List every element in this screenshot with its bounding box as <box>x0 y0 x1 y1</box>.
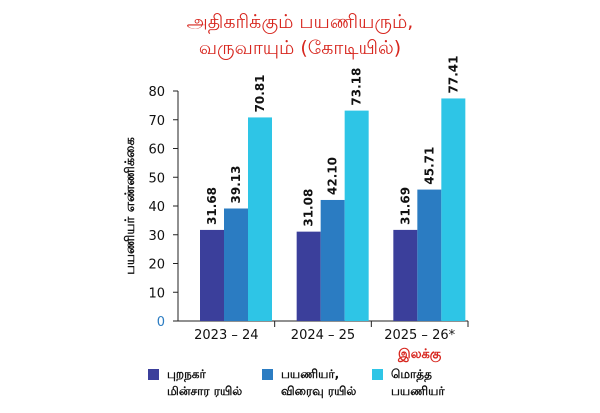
y-tick-label: 0 <box>157 315 165 330</box>
bar <box>224 208 248 321</box>
bar <box>344 110 369 321</box>
bar <box>200 229 224 321</box>
data-label: 39.13 <box>229 166 243 204</box>
y-tick-label: 10 <box>148 286 165 301</box>
data-label: 31.68 <box>205 187 219 225</box>
data-label: 45.71 <box>422 147 436 185</box>
legend-label-express-line-1: பயணியர், <box>281 367 340 381</box>
chart-title-line-1: அதிகரிக்கும் பயணியரும், <box>186 11 414 33</box>
legend-label-total-line-1: மொத்த <box>391 367 432 381</box>
y-tick-label: 20 <box>148 258 165 273</box>
data-label: 70.81 <box>253 74 267 112</box>
y-tick-label: 70 <box>148 114 165 129</box>
data-label: 31.69 <box>398 187 412 225</box>
y-tick-label: 40 <box>148 200 165 215</box>
y-tick-label: 80 <box>148 85 165 100</box>
data-label: 77.41 <box>446 55 460 93</box>
bar <box>441 98 466 321</box>
x-tick-label: 2023 – 24 <box>194 328 258 343</box>
bar <box>248 117 272 321</box>
legend-label-total-line-2: பயணியர் <box>391 384 445 398</box>
legend-item-total: மொத்த பயணியர் <box>372 366 445 400</box>
data-label: 31.08 <box>302 189 316 227</box>
data-label: 73.18 <box>350 68 364 106</box>
x-tick-label: 2025 – 26* <box>384 328 455 343</box>
y-tick-label: 30 <box>148 229 165 244</box>
legend-label-express-line-2: விரைவு ரயில் <box>281 384 357 398</box>
bar <box>417 189 442 321</box>
x-tick-label: 2024 – 25 <box>291 328 355 343</box>
bar <box>320 199 345 321</box>
target-annotation: இலக்கு <box>397 347 442 362</box>
bar <box>296 231 321 321</box>
legend-swatch-suburban <box>148 369 159 380</box>
legend-label-suburban-line-2: மின்சார ரயில் <box>167 384 243 398</box>
data-label: 42.10 <box>326 157 340 195</box>
legend-label-suburban-line-1: புறநகர் <box>167 367 206 381</box>
legend-item-suburban: புறநகர் மின்சார ரயில் <box>148 366 242 400</box>
y-axis-label: பயணியர் எண்ணிக்கை <box>123 137 138 275</box>
legend-swatch-total <box>372 369 383 380</box>
legend-item-express: பயணியர், விரைவு ரயில் <box>262 366 356 400</box>
y-tick-label: 50 <box>148 171 165 186</box>
bar <box>393 229 418 321</box>
chart-title-line-2: வருவாயும் (கோடியில்) <box>198 37 402 59</box>
y-tick-label: 60 <box>148 143 165 158</box>
legend-swatch-express <box>262 369 273 380</box>
